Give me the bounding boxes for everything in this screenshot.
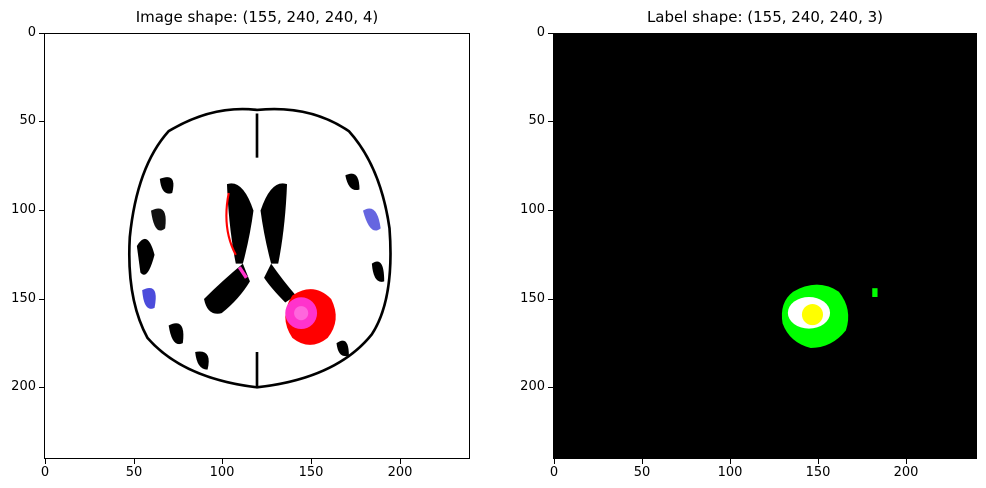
right-ytick: 150 [520,291,545,306]
left-ytick: 200 [11,379,36,394]
left-ytick: 50 [19,113,36,128]
right-xtick: 50 [633,465,651,480]
label-mask-image [554,35,976,457]
right-xtick: 0 [549,465,559,480]
right-ytick: 200 [520,379,545,394]
left-ytick: 100 [11,202,36,217]
right-label-axes [553,33,977,459]
left-xtick: 50 [125,465,143,480]
left-image-axes [44,33,470,459]
left-xtick: 0 [40,465,50,480]
right-xtick: 150 [805,465,831,480]
right-xtick: 100 [717,465,743,480]
left-panel-title: Image shape: (155, 240, 240, 4) [135,8,379,26]
left-xtick: 150 [298,465,324,480]
right-ytick: 100 [520,202,545,217]
right-xtick: 200 [893,465,919,480]
left-xtick: 200 [387,465,413,480]
left-ytick: 0 [27,25,36,40]
brain-mri-image [128,107,392,389]
left-ytick: 150 [11,291,36,306]
right-panel-title: Label shape: (155, 240, 240, 3) [646,8,884,26]
left-xtick: 100 [209,465,235,480]
right-ytick: 0 [536,25,545,40]
right-ytick: 50 [528,113,545,128]
